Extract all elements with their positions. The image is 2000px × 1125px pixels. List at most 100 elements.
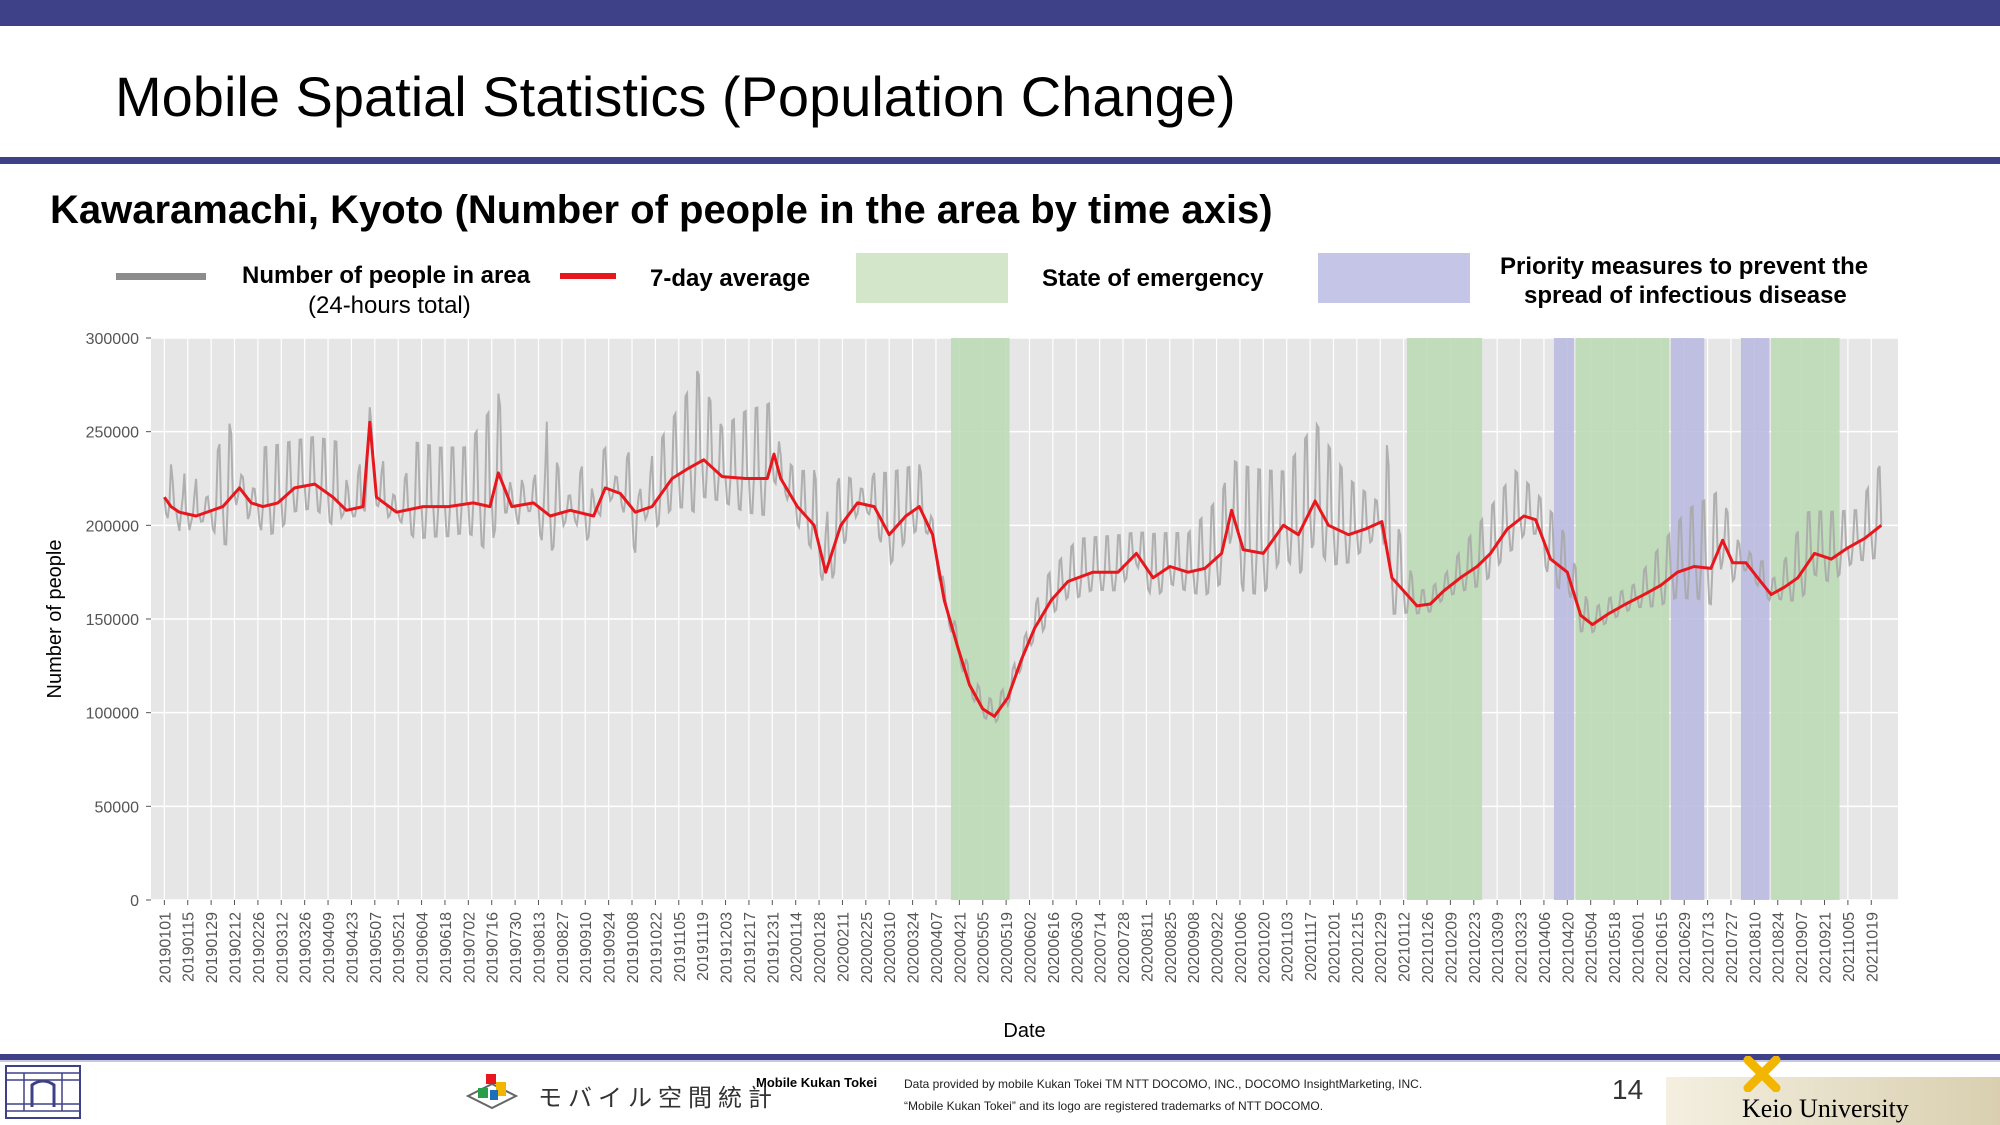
keio-banner [1666, 1077, 2000, 1125]
legend-label-avg: 7-day average [650, 265, 811, 292]
x-tick-label: 20201020 [1256, 912, 1273, 983]
x-tick-label: 20201201 [1326, 912, 1343, 983]
emergency-band [951, 338, 1010, 900]
x-tick-label: 20200114 [789, 912, 806, 982]
x-tick-label: 20200211 [835, 912, 852, 982]
x-tick-label: 20191105 [672, 912, 689, 982]
x-tick-label: 20191008 [625, 912, 642, 983]
y-tick-label: 300000 [86, 331, 139, 348]
legend-label-raw-sub: (24-hours total) [308, 292, 471, 319]
x-tick-label: 20210518 [1607, 912, 1624, 983]
x-tick-label: 20201229 [1373, 912, 1390, 983]
x-tick-label: 20190409 [321, 912, 338, 983]
x-tick-label: 20190604 [415, 912, 432, 983]
legend-swatch-emergency [856, 253, 1008, 303]
x-tick-label: 20190730 [508, 912, 525, 983]
y-axis-label: Number of people [44, 540, 66, 699]
x-tick-label: 20200714 [1093, 912, 1110, 983]
chart-subtitle: Kawaramachi, Kyoto (Number of people in … [50, 188, 1273, 232]
x-tick-label: 20201117 [1303, 912, 1320, 981]
x-tick-label: 20210126 [1420, 912, 1437, 983]
legend-label-emergency: State of emergency [1042, 265, 1264, 292]
x-tick-label: 20200421 [952, 912, 969, 983]
y-tick-label: 100000 [86, 706, 139, 723]
x-tick-label: 20190212 [228, 912, 245, 983]
page-number: 14 [1612, 1074, 1644, 1105]
x-tick-label: 20200407 [929, 912, 946, 983]
population-chart: 0 50000 100000 150000 200000 250000 300000 2019… [44, 331, 1898, 1042]
y-tick-label: 0 [130, 893, 139, 910]
x-tick-label: 20200908 [1186, 912, 1203, 983]
x-tick-label: 20200519 [999, 912, 1016, 983]
x-tick-label: 20190312 [274, 912, 291, 983]
x-axis-label: Date [1003, 1020, 1045, 1042]
x-tick-label: 20190813 [531, 912, 548, 983]
x-tick-label: 20200225 [859, 912, 876, 983]
credit-line-1: Data provided by mobile Kukan Tokei TM N… [904, 1077, 1423, 1091]
x-tick-label: 20200922 [1210, 912, 1227, 983]
x-tick-label: 20200616 [1046, 912, 1063, 983]
y-tick-label: 150000 [86, 612, 139, 629]
title-divider [0, 157, 2000, 164]
brand-name-english: Mobile Kukan Tokei [756, 1075, 878, 1090]
x-tick-label: 20200728 [1116, 912, 1133, 983]
header-bar [0, 0, 2000, 26]
x-tick-label: 20191119 [695, 912, 712, 981]
x-tick-label: 20211005 [1841, 912, 1858, 982]
page-title: Mobile Spatial Statistics (Population Ch… [115, 65, 1236, 128]
x-tick-label: 20190924 [602, 912, 619, 983]
emergency-band [1575, 338, 1670, 900]
x-tick-label: 20210921 [1818, 912, 1835, 983]
x-tick-label: 20190115 [181, 912, 198, 982]
x-tick-label: 20191022 [648, 912, 665, 983]
emergency-band [1771, 338, 1840, 900]
x-tick-label: 20200602 [1023, 912, 1040, 983]
x-tick-label: 20191217 [742, 912, 759, 983]
series-line-7day-average [163, 420, 1883, 718]
legend-label-raw: Number of people in area [242, 262, 531, 289]
x-tick-label: 20210112 [1397, 912, 1414, 982]
legend-swatch-raw [116, 273, 206, 280]
x-tick-label: 20210907 [1794, 912, 1811, 983]
footer-divider [0, 1054, 2000, 1060]
x-tick-label: 20210504 [1584, 912, 1601, 983]
x-tick-label: 20210810 [1747, 912, 1764, 983]
x-tick-label: 20190423 [344, 912, 361, 983]
x-tick-label: 20200128 [812, 912, 829, 983]
x-tick-label: 20190716 [485, 912, 502, 983]
x-tick-label: 20210824 [1771, 912, 1788, 983]
credit-line-2: “Mobile Kukan Tokei” and its logo are re… [904, 1099, 1324, 1113]
x-tick-label: 20200630 [1069, 912, 1086, 983]
x-tick-label: 20210420 [1560, 912, 1577, 983]
x-tick-label: 20210309 [1490, 912, 1507, 983]
x-tick-label: 20200825 [1163, 912, 1180, 983]
emergency-band [1406, 338, 1483, 900]
x-tick-label: 20210601 [1630, 912, 1647, 983]
footer-divider-shadow [0, 1060, 2000, 1062]
x-tick-label: 20200505 [976, 912, 993, 983]
kyoto-city-logo-icon [5, 1065, 81, 1119]
x-tick-label: 20210323 [1514, 912, 1531, 983]
legend-swatch-avg [560, 273, 616, 279]
x-tick-label: 20210727 [1724, 912, 1741, 983]
y-tick-label: 50000 [95, 799, 140, 816]
x-tick-label: 20190226 [251, 912, 268, 983]
x-tick-label: 20190521 [391, 912, 408, 983]
x-tick-label: 20190507 [368, 912, 385, 983]
legend-swatch-priority [1318, 253, 1470, 303]
y-tick-label: 200000 [86, 518, 139, 535]
priority-measures-band [1553, 338, 1574, 900]
x-tick-label: 20201006 [1233, 912, 1250, 983]
x-tick-label: 20201215 [1350, 912, 1367, 983]
x-tick-label: 20191203 [719, 912, 736, 983]
priority-measures-band [1741, 338, 1770, 900]
x-tick-label: 20190910 [578, 912, 595, 983]
x-tick-label: 20200811 [1139, 912, 1156, 982]
y-tick-label: 250000 [86, 425, 139, 442]
legend-label-priority-1: Priority measures to prevent the [1500, 253, 1869, 280]
x-tick-label: 20190129 [204, 912, 221, 983]
x-tick-label: 20190101 [157, 912, 174, 983]
x-tick-label: 20210629 [1677, 912, 1694, 983]
mobile-kukan-tokei-logo-icon [466, 1074, 519, 1110]
x-tick-label: 20190618 [438, 912, 455, 983]
